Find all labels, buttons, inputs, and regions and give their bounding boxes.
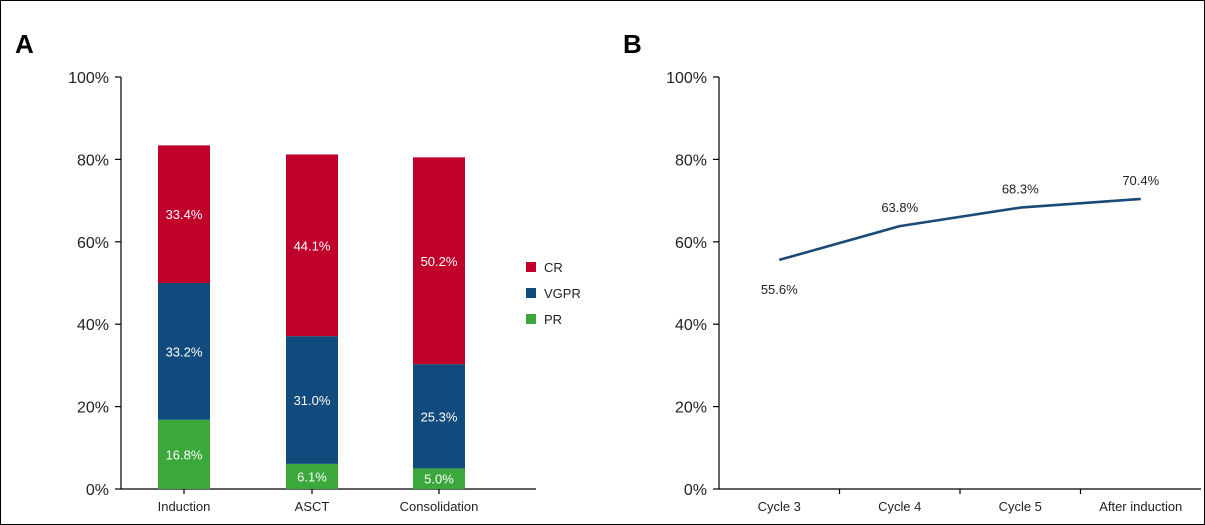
y-tick-label: 80%: [675, 152, 707, 169]
bar-segment-pr: [413, 468, 465, 489]
y-tick-label: 100%: [68, 70, 109, 87]
y-tick-label: 0%: [86, 482, 109, 499]
bar-data-label: 5.0%: [424, 472, 454, 487]
y-tick-label: 20%: [675, 400, 707, 417]
bar-data-label: 33.2%: [166, 344, 203, 359]
panel-b-point-labels: 55.6% 63.8% 68.3% 70.4%: [761, 173, 1160, 297]
point-data-label: 55.6%: [761, 282, 798, 297]
panel-a-y-ticks: 0% 20% 40% 60% 80% 100%: [68, 70, 121, 499]
point-data-label: 68.3%: [1002, 182, 1039, 197]
panel-b-series: [778, 197, 1141, 262]
legend-label: VGPR: [544, 286, 581, 301]
panel-a-category-labels: Induction ASCT Consolidation: [158, 489, 479, 514]
panel-b-line-chart: B 0% 20% 40% 60% 80% 100% 55.6% 63.8% 68.3% 70.4…: [623, 29, 1201, 514]
panel-b-y-ticks: 0% 20% 40% 60% 80% 100%: [666, 70, 719, 499]
series-line: [778, 197, 1141, 262]
panel-b-x-ticks: [838, 489, 1082, 494]
x-category-label: After induction: [1099, 499, 1182, 514]
y-tick-label: 80%: [77, 152, 109, 169]
y-tick-label: 40%: [77, 317, 109, 334]
bar-data-label: 16.8%: [166, 447, 203, 462]
x-category-label: Cycle 4: [878, 499, 921, 514]
point-data-label: 70.4%: [1122, 173, 1159, 188]
x-category-label: Induction: [158, 499, 211, 514]
bar-data-label: 33.4%: [166, 207, 203, 222]
legend-label: CR: [544, 260, 563, 275]
bar-data-label: 6.1%: [297, 469, 327, 484]
bar-segment-vgpr: [158, 283, 210, 420]
bar-data-label: 50.2%: [421, 254, 458, 269]
y-tick-label: 60%: [77, 235, 109, 252]
x-category-label: ASCT: [295, 499, 330, 514]
bar-data-label: 25.3%: [421, 409, 458, 424]
y-tick-label: 100%: [666, 70, 707, 87]
y-tick-label: 20%: [77, 400, 109, 417]
bar-segment-cr: [286, 154, 338, 337]
bar-data-label: 31.0%: [294, 393, 331, 408]
x-category-label: Cycle 5: [999, 499, 1042, 514]
bar-segment-vgpr: [413, 364, 465, 469]
panel-a-bars: 16.8% 33.2% 33.4% 6.1% 31.0% 44.1% 5.0% 25.3% 50…: [158, 145, 465, 489]
point-data-label: 63.8%: [881, 200, 918, 215]
panel-a-legend: CR VGPR PR: [526, 260, 581, 327]
bar-segment-cr: [158, 145, 210, 283]
legend-swatch-cr: [526, 262, 536, 272]
y-tick-label: 60%: [675, 235, 707, 252]
bar-segment-vgpr: [286, 336, 338, 464]
bar-segment-pr: [286, 463, 338, 489]
legend-label: PR: [544, 312, 562, 327]
panel-b-letter: B: [623, 29, 642, 59]
panel-a-bar-chart: A 0% 20% 40% 60% 80% 100% 16.8% 33.2% 33.4% 6.1%…: [15, 29, 581, 514]
panel-b-category-labels: Cycle 3 Cycle 4 Cycle 5 After induction: [758, 499, 1183, 514]
bar-data-label: 44.1%: [294, 238, 331, 253]
legend-swatch-vgpr: [526, 288, 536, 298]
y-tick-label: 0%: [684, 482, 707, 499]
panel-a-letter: A: [15, 29, 34, 59]
legend-swatch-pr: [526, 314, 536, 324]
bar-segment-pr: [158, 419, 210, 489]
x-category-label: Consolidation: [400, 499, 479, 514]
bar-segment-cr: [413, 157, 465, 365]
y-tick-label: 40%: [675, 317, 707, 334]
x-category-label: Cycle 3: [758, 499, 801, 514]
